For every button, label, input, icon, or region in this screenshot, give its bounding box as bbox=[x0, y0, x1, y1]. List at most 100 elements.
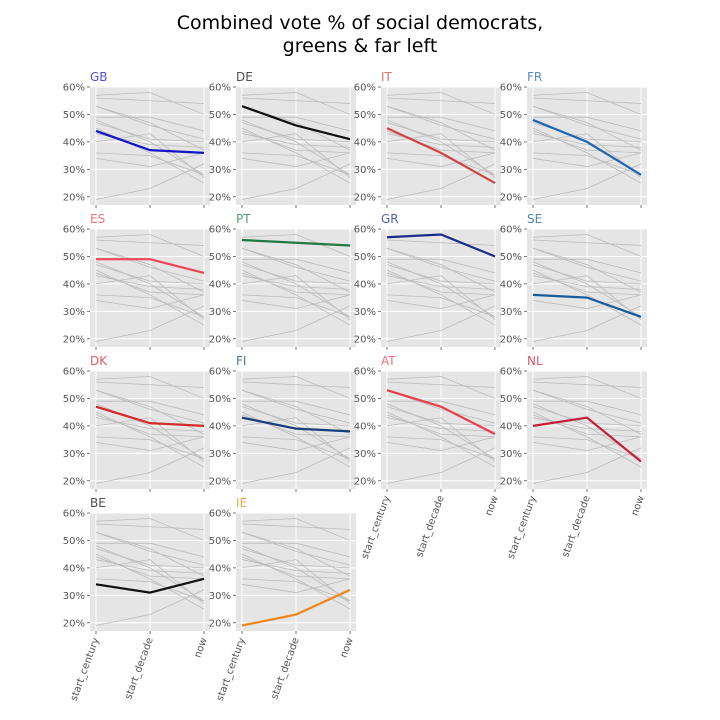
background-series-line bbox=[387, 116, 496, 132]
y-tick-label: 30% bbox=[354, 307, 376, 318]
y-tick-label: 50% bbox=[63, 110, 85, 121]
y-tick-label: 30% bbox=[209, 165, 231, 176]
background-series-line bbox=[241, 518, 351, 541]
background-series-line bbox=[386, 261, 496, 318]
background-series-line bbox=[95, 417, 205, 462]
background-series-line bbox=[241, 389, 351, 435]
background-series-line bbox=[241, 152, 351, 167]
background-series-line bbox=[532, 275, 642, 290]
panel-title: BE bbox=[90, 496, 106, 510]
panel-fr: FR 20% 30% 40% 50% 60% bbox=[500, 70, 647, 208]
background-series-line bbox=[533, 400, 642, 416]
background-series-line bbox=[532, 133, 642, 148]
background-series-line bbox=[532, 389, 642, 424]
y-tick-label: 40% bbox=[63, 563, 85, 574]
background-series-line bbox=[386, 275, 496, 320]
background-series-line bbox=[95, 261, 205, 318]
x-tick-label: now bbox=[629, 494, 646, 517]
background-series-line bbox=[386, 269, 496, 326]
panel-title: FR bbox=[527, 70, 542, 84]
y-tick-label: 50% bbox=[209, 252, 231, 263]
background-series-line bbox=[241, 133, 351, 148]
background-series-line bbox=[95, 152, 205, 176]
background-series-line bbox=[241, 247, 351, 282]
background-series-line bbox=[95, 381, 205, 388]
y-tick-label: 20% bbox=[209, 334, 231, 345]
background-series-line bbox=[242, 400, 351, 416]
background-series-line bbox=[95, 105, 205, 140]
panel-title: IE bbox=[236, 496, 247, 510]
y-tick-label: 40% bbox=[354, 421, 376, 432]
background-series-line bbox=[532, 152, 642, 176]
y-tick-label: 50% bbox=[500, 394, 522, 405]
background-series-line bbox=[241, 578, 351, 593]
y-tick-label: 30% bbox=[63, 449, 85, 460]
chart-title-line1: Combined vote % of social democrats, bbox=[177, 12, 543, 34]
background-series-line bbox=[386, 152, 496, 176]
background-series-line bbox=[95, 447, 205, 484]
background-series-line bbox=[532, 105, 642, 140]
panels-group: GB 20% 30% 40% 50% 60% DE 20% 30% 40% 50% 60% IT 20% 3… bbox=[63, 70, 647, 703]
background-series-line bbox=[95, 436, 205, 451]
background-series-line bbox=[532, 152, 642, 167]
background-series-line bbox=[95, 523, 205, 530]
panel-es: ES 20% 30% 40% 50% 60% bbox=[63, 212, 210, 350]
background-series-line bbox=[241, 294, 351, 318]
y-tick-label: 40% bbox=[354, 279, 376, 290]
background-series-line bbox=[241, 152, 351, 176]
y-tick-label: 50% bbox=[500, 110, 522, 121]
background-series-line bbox=[95, 119, 205, 176]
y-tick-label: 30% bbox=[209, 449, 231, 460]
y-tick-label: 20% bbox=[63, 334, 85, 345]
background-series-line bbox=[532, 436, 642, 460]
y-tick-label: 40% bbox=[500, 421, 522, 432]
y-tick-label: 60% bbox=[209, 225, 231, 236]
background-series-line bbox=[241, 545, 351, 602]
background-series-line bbox=[241, 305, 351, 342]
y-tick-label: 40% bbox=[209, 421, 231, 432]
background-series-line bbox=[95, 97, 205, 104]
background-series-line bbox=[241, 269, 351, 326]
x-tick-label: now bbox=[483, 494, 500, 517]
background-series-line bbox=[95, 275, 205, 320]
background-series-line bbox=[241, 247, 351, 293]
series-line-be bbox=[95, 577, 205, 594]
background-series-line bbox=[386, 119, 496, 176]
y-tick-label: 50% bbox=[500, 252, 522, 263]
background-series-line bbox=[532, 411, 642, 468]
background-series-line bbox=[95, 589, 205, 626]
panel-title: AT bbox=[381, 354, 396, 368]
y-tick-label: 50% bbox=[209, 110, 231, 121]
background-series-line bbox=[386, 294, 496, 318]
background-series-line bbox=[241, 559, 351, 604]
panel-dk: DK 20% 30% 40% 50% 60% bbox=[63, 354, 210, 492]
background-series-line bbox=[241, 417, 351, 462]
y-tick-label: 40% bbox=[63, 279, 85, 290]
background-series-line bbox=[533, 258, 642, 274]
background-series-line bbox=[95, 436, 205, 460]
panel-it: IT 20% 30% 40% 50% 60% bbox=[354, 70, 501, 208]
x-tick-label: start_century bbox=[215, 636, 248, 702]
y-tick-label: 60% bbox=[500, 83, 522, 94]
background-series-line bbox=[241, 275, 351, 320]
y-tick-label: 50% bbox=[209, 394, 231, 405]
background-series-line bbox=[241, 275, 351, 290]
background-series-line bbox=[95, 376, 205, 399]
background-series-line bbox=[242, 542, 351, 558]
panel-pt: PT 20% 30% 40% 50% 60% bbox=[209, 212, 356, 350]
background-series-line bbox=[386, 436, 496, 451]
background-series-line bbox=[386, 105, 496, 140]
background-series-line bbox=[95, 239, 205, 246]
background-series-line bbox=[95, 275, 205, 290]
background-series-line bbox=[95, 269, 205, 326]
y-tick-label: 50% bbox=[354, 394, 376, 405]
background-series-line bbox=[532, 436, 642, 451]
background-series-line bbox=[386, 247, 496, 282]
background-series-line bbox=[386, 381, 496, 388]
background-series-line bbox=[95, 559, 205, 604]
background-series-line bbox=[95, 294, 205, 309]
background-series-line bbox=[95, 531, 205, 577]
y-tick-label: 40% bbox=[354, 137, 376, 148]
x-tick-label: start_decade bbox=[269, 636, 302, 701]
background-series-line bbox=[95, 305, 205, 342]
